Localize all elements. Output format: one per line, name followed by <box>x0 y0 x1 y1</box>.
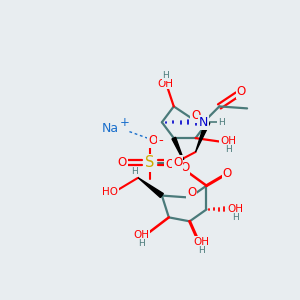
Text: OH: OH <box>220 136 236 146</box>
Text: OH: OH <box>133 230 149 240</box>
Text: O: O <box>191 109 200 122</box>
Text: H: H <box>218 118 225 127</box>
Text: O: O <box>187 186 196 199</box>
Text: N: N <box>199 116 208 129</box>
Text: Na: Na <box>102 122 119 135</box>
Text: H: H <box>232 213 238 222</box>
Text: S: S <box>145 155 155 170</box>
Text: H: H <box>138 238 145 247</box>
Text: O: O <box>223 167 232 180</box>
Polygon shape <box>196 121 210 152</box>
Text: +: + <box>119 116 129 129</box>
Text: OH: OH <box>194 237 209 247</box>
Text: HO: HO <box>102 187 119 196</box>
Text: H: H <box>198 246 205 255</box>
Text: H: H <box>163 71 169 80</box>
Text: O: O <box>148 134 158 147</box>
Text: O: O <box>118 156 127 170</box>
Text: O: O <box>180 161 189 174</box>
Text: H: H <box>225 145 232 154</box>
Text: H: H <box>131 167 137 176</box>
Text: O: O <box>236 85 246 98</box>
Text: O: O <box>173 156 182 170</box>
Text: OH: OH <box>227 204 243 214</box>
Polygon shape <box>172 137 185 163</box>
Text: -: - <box>158 134 163 147</box>
Text: O: O <box>165 158 174 171</box>
Text: OH: OH <box>158 79 174 88</box>
Polygon shape <box>138 178 164 198</box>
